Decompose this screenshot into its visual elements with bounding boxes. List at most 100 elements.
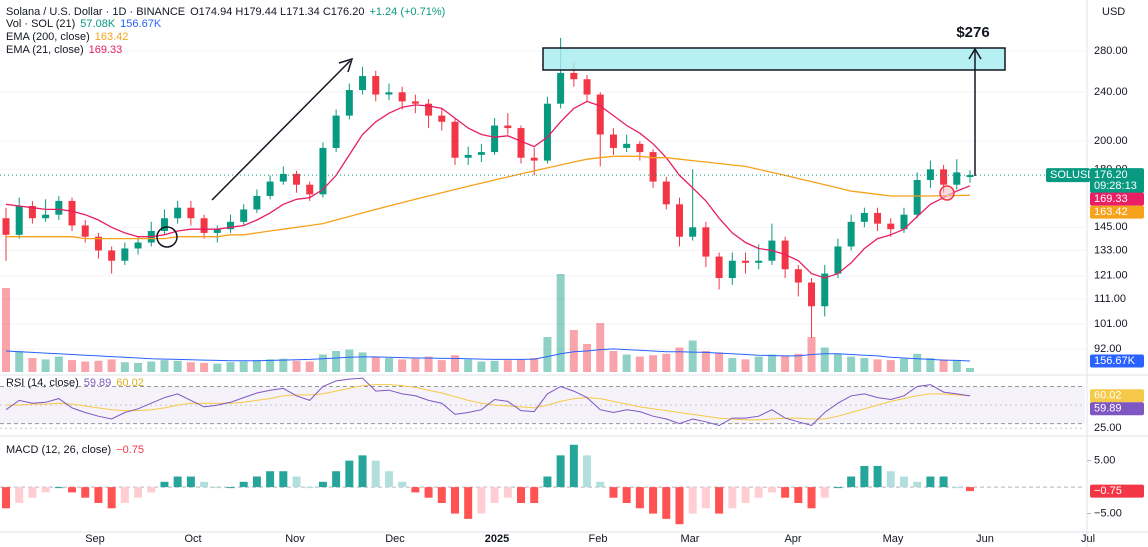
volume-bar — [715, 352, 724, 372]
volume-bar — [345, 349, 354, 372]
ema200-tag-bg — [1090, 205, 1144, 219]
candle-body — [345, 90, 353, 116]
legend-rsi: RSI (14, close) 59.89 60.02 — [6, 377, 144, 389]
macd-bar — [847, 476, 856, 488]
countdown: 09:28:13 — [1094, 180, 1137, 192]
legend-value: 169.33 — [89, 44, 123, 56]
x-tick-label: Feb — [589, 533, 608, 545]
macd-bar — [120, 487, 129, 503]
symbol-title: Solana / U.S. Dollar · 1D · BINANCE — [6, 6, 185, 18]
volume-bar — [94, 360, 103, 372]
macd-bar — [134, 487, 143, 498]
candle-body — [728, 260, 736, 279]
ema-line — [5, 100, 971, 279]
volume-bar — [767, 354, 776, 372]
candle-body — [755, 260, 763, 263]
y-tick-label: −5.00 — [1094, 507, 1122, 519]
volume-bar — [358, 352, 367, 372]
price-tag: 176.20 — [1094, 169, 1128, 181]
macd-bar — [345, 460, 354, 488]
macd-bar — [939, 476, 948, 488]
candle-body — [808, 282, 816, 307]
candle-body — [953, 172, 961, 185]
volume-bar — [411, 358, 420, 372]
macd-bar — [662, 487, 671, 519]
x-tick-label: Nov — [285, 533, 305, 545]
x-tick-label: 2025 — [485, 533, 509, 545]
y-tick-label: 133.00 — [1094, 244, 1128, 256]
macd-bar — [424, 487, 433, 498]
macd-bar — [450, 487, 459, 514]
macd-bar — [860, 465, 869, 488]
volume-bar — [913, 353, 922, 372]
legend-name: Vol · SOL (21) — [6, 18, 75, 30]
volume-bar — [477, 361, 486, 372]
macd-bar — [543, 476, 552, 488]
candle-body — [293, 173, 301, 185]
candle-body — [715, 256, 723, 279]
macd-bar — [966, 487, 974, 492]
volume-bar — [200, 362, 209, 372]
legend-title: Solana / U.S. Dollar · 1D · BINANCE O174.… — [6, 6, 445, 18]
ema21-tag: 169.33 — [1094, 193, 1128, 205]
volume-bar — [649, 355, 658, 372]
candle-body — [160, 218, 168, 232]
macd-bar — [226, 487, 235, 489]
rsi-ma-tag-bg — [1090, 389, 1144, 403]
volume-bar — [939, 359, 948, 372]
volume-bar — [701, 351, 710, 372]
candle-body — [966, 175, 974, 178]
candle-body — [649, 152, 657, 182]
candle-body — [319, 147, 327, 195]
annotation: $276 — [956, 24, 989, 41]
candle-body — [464, 154, 472, 158]
macd-bar — [754, 487, 763, 498]
candle-body — [266, 181, 274, 196]
target-arrow-head — [968, 47, 982, 60]
candle-body — [702, 227, 710, 257]
y-tick-label: 111.00 — [1094, 293, 1126, 305]
macd-bar — [675, 487, 684, 525]
macd-bar — [371, 460, 380, 488]
candle-body — [108, 250, 116, 261]
legend-ema21: EMA (21, close) 169.33 — [6, 44, 122, 56]
volume-bar — [741, 359, 750, 372]
volume-bar — [398, 359, 407, 372]
macd-bar — [583, 455, 592, 488]
candle-body — [689, 227, 697, 237]
x-tick-label: Apr — [784, 533, 801, 545]
rsi-ma-tag: 60.02 — [1094, 390, 1122, 402]
candle-body — [187, 207, 195, 219]
candle-body — [887, 223, 895, 230]
candle-body — [834, 246, 842, 274]
macd-bar — [807, 487, 816, 509]
legend-value: −0.75 — [116, 444, 144, 456]
legend-value: 163.42 — [95, 31, 129, 43]
candle-body — [306, 184, 314, 195]
macd-bar — [728, 487, 737, 509]
macd-bar — [490, 487, 499, 503]
candle-body — [226, 221, 234, 230]
y-tick-label: 240.00 — [1094, 86, 1128, 98]
legend-value: 156.67K — [120, 18, 162, 30]
x-tick-label: Oct — [184, 533, 201, 545]
x-tick-label: May — [883, 533, 904, 545]
macd-bar — [41, 487, 50, 493]
ema21-tag-bg — [1090, 192, 1144, 206]
volume-bar — [847, 356, 856, 372]
candle-body — [623, 143, 631, 148]
macd-bar — [833, 487, 842, 489]
macd-bar — [609, 487, 618, 498]
legend-value: 57.08K — [80, 18, 116, 30]
macd-bar — [398, 481, 407, 488]
rsi-tag: 59.89 — [1094, 403, 1122, 415]
legend-name: EMA (21, close) — [6, 44, 84, 56]
x-tick-label: Mar — [681, 533, 700, 545]
legend-value: 59.89 — [84, 377, 112, 389]
legend-name: RSI (14, close) — [6, 377, 79, 389]
macd-bar — [437, 487, 446, 503]
volume-ma-tag-bg — [1090, 354, 1144, 368]
candle-body — [451, 121, 459, 158]
macd-bar — [305, 487, 314, 489]
y-tick-label: 92.00 — [1094, 343, 1122, 355]
